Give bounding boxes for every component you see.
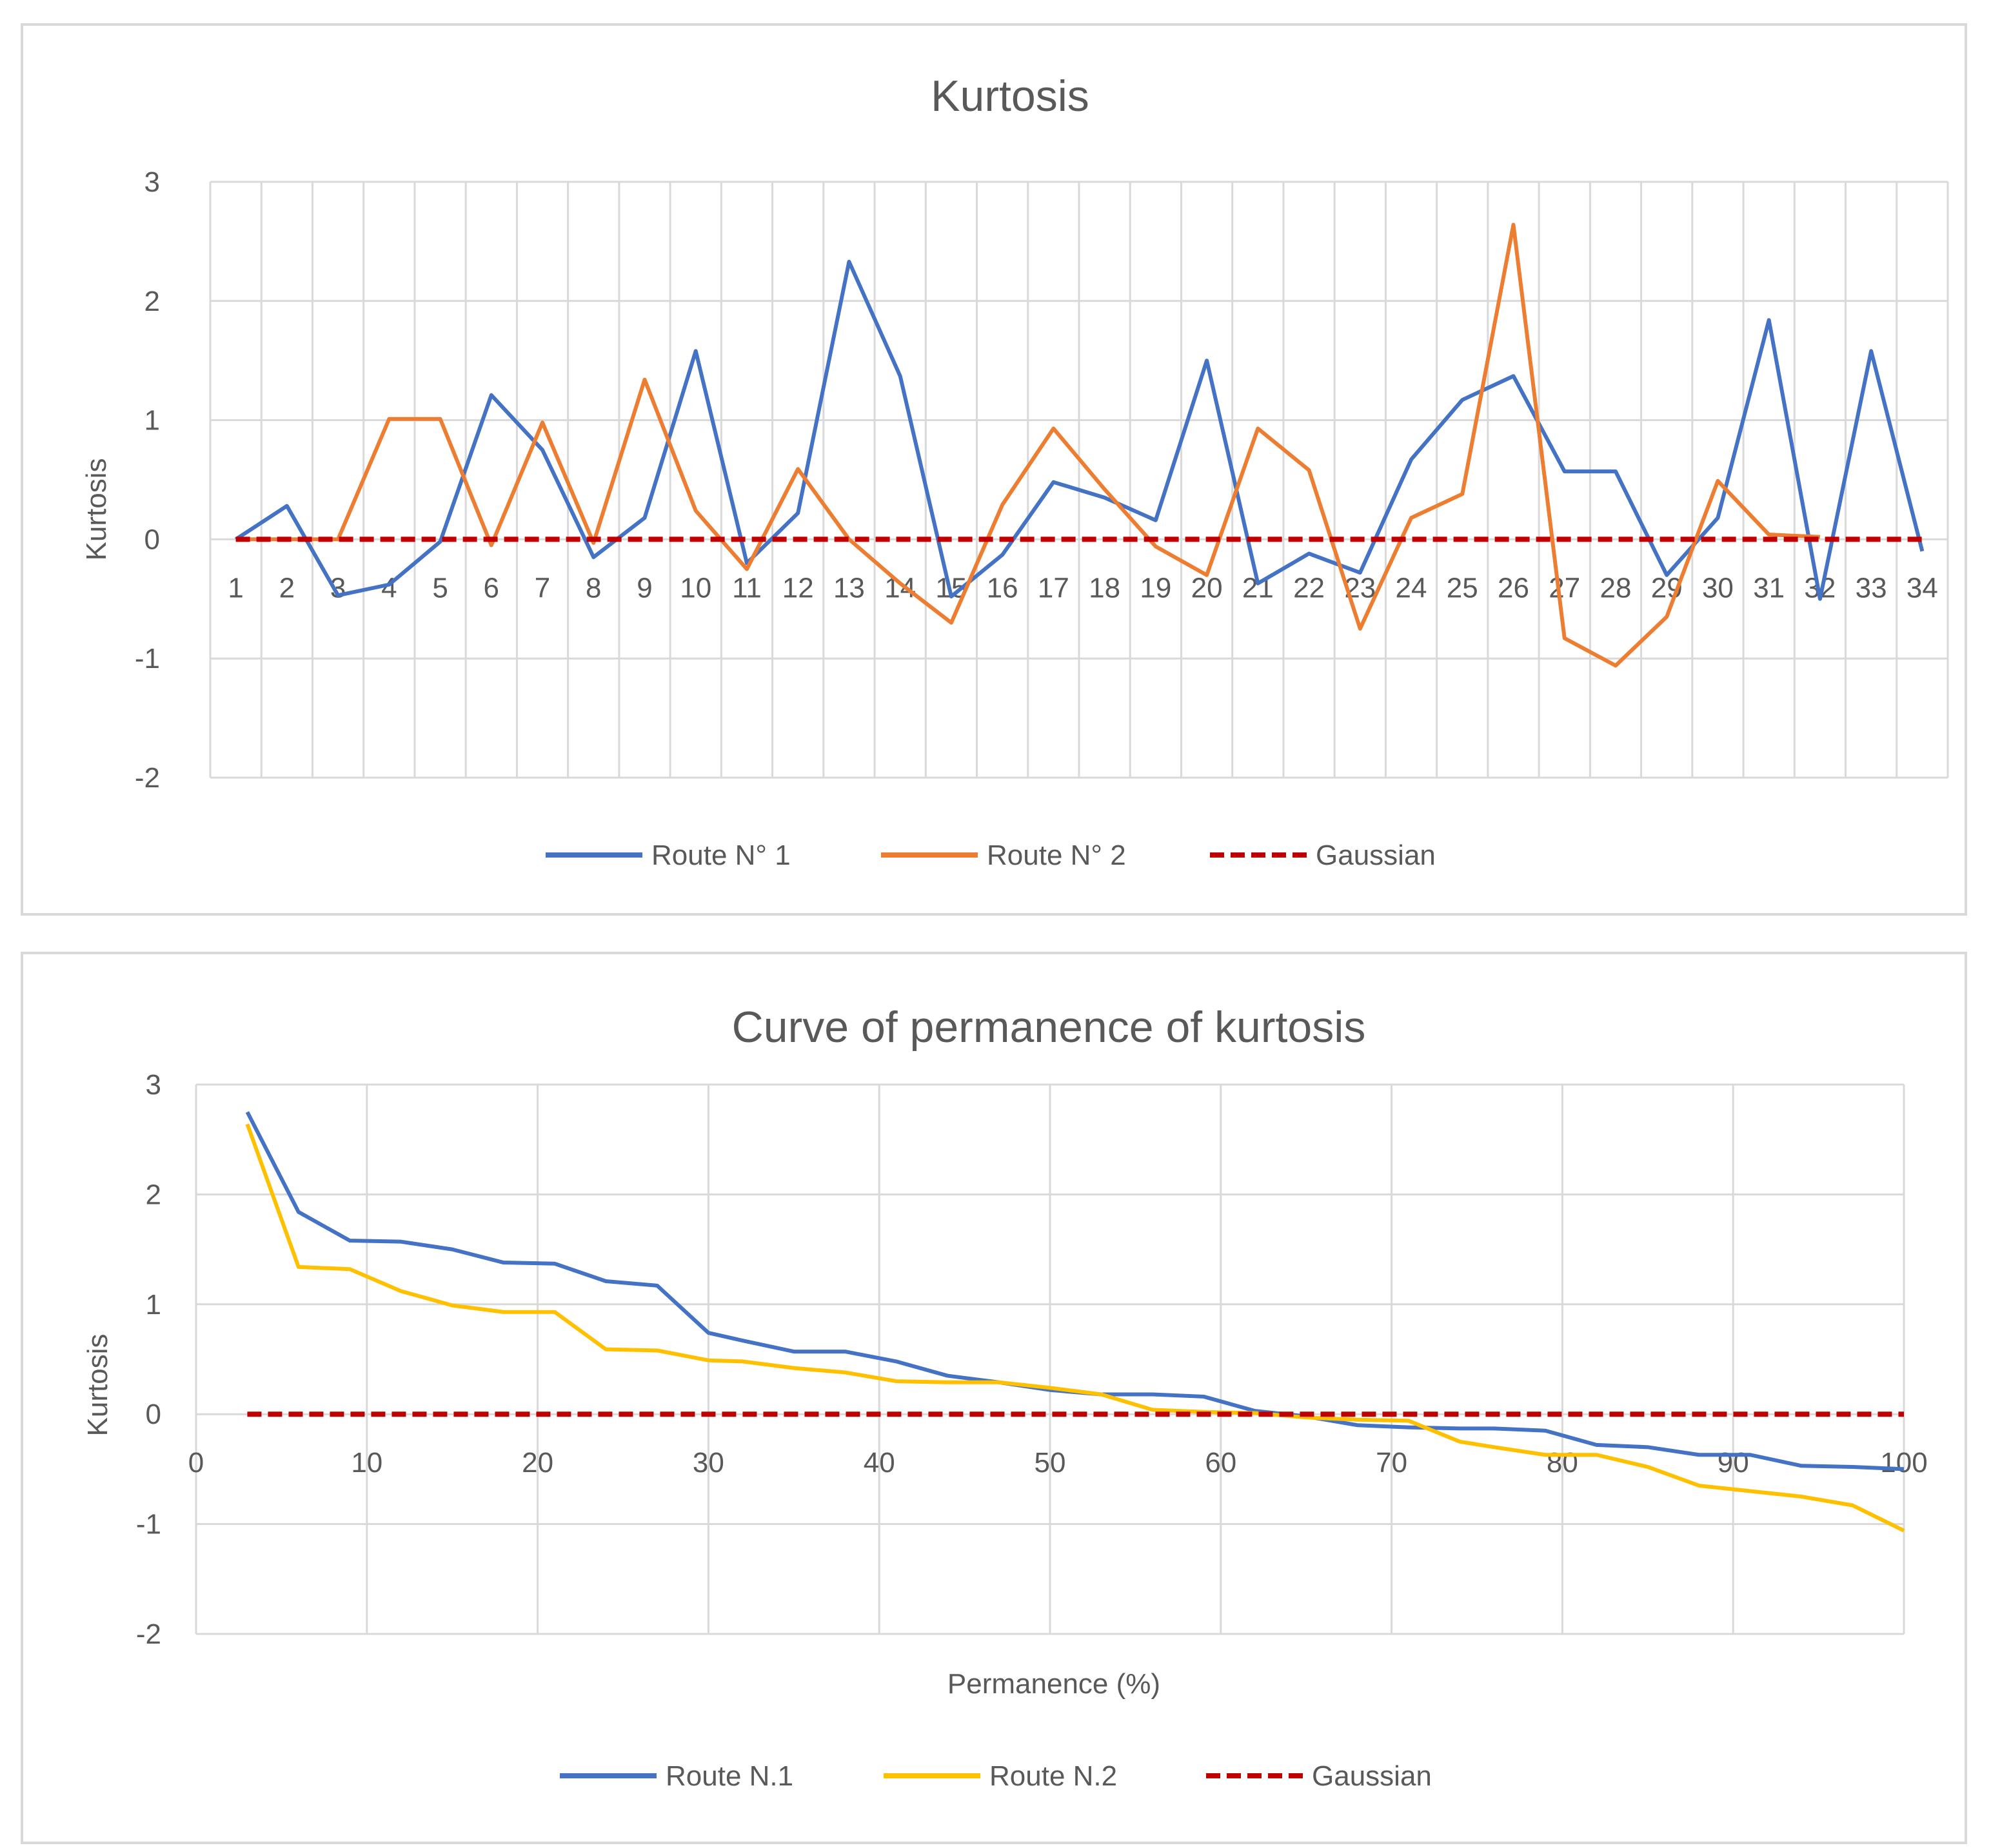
chart-title: Kurtosis [931,72,1089,121]
legend-label: Route N° 1 [651,840,791,871]
x-tick-label: 100 [1880,1447,1927,1479]
x-tick-label: 20 [1191,572,1223,604]
y-tick-label: 2 [144,286,160,317]
x-tick-label: 11 [732,572,762,604]
x-tick-label: 28 [1600,572,1631,604]
x-tick-label: 31 [1753,572,1785,604]
legend-label: Route N° 2 [987,840,1126,871]
y-tick-label: 0 [144,524,160,555]
series-line-1 [234,259,1925,601]
x-tick-label: 33 [1856,572,1887,604]
y-tick-label: -1 [135,643,160,674]
x-tick-label: 5 [432,572,448,604]
legend-label: Gaussian [1316,840,1436,871]
grid-lines [209,181,1949,779]
x-axis-title: Permanence (%) [947,1668,1160,1700]
x-tick-label: 60 [1205,1447,1236,1479]
x-tick-label: 9 [637,572,652,604]
kurtosis-chart-panel: Kurtosis Kurtosis -2 -1 0 1 2 3 1 2 3 4 5 6 7 8 9 10 11 1… [21,23,1967,916]
legend-label: Gaussian [1312,1760,1432,1792]
y-tick-label: 0 [146,1399,161,1430]
permanence-chart: Curve of permanence of kurtosis Kurtosis… [82,1003,1928,1792]
x-tick-label: 24 [1396,572,1427,604]
series-lines [234,222,1925,668]
y-tick-label: 1 [146,1289,161,1321]
x-tick-label: 2 [279,572,295,604]
x-tick-label: 13 [833,572,865,604]
x-tick-label: 8 [586,572,601,604]
grid-lines [195,1083,1905,1635]
legend-label: Route N.2 [989,1760,1117,1792]
x-tick-label: 14 [884,572,916,604]
y-tick-label: 1 [144,405,160,437]
x-tick-label: 20 [522,1447,553,1479]
permanence-chart-panel: Curve of permanence of kurtosis Kurtosis… [21,952,1967,1844]
x-tick-label: 26 [1498,572,1529,604]
x-tick-label: 70 [1376,1447,1407,1479]
legend: Route N.1 Route N.2 Gaussian [560,1760,1432,1792]
x-tick-label: 10 [351,1447,382,1479]
series-line-2 [245,1123,1905,1533]
x-tick-label: 90 [1718,1447,1749,1479]
y-tick-label: -2 [135,762,160,794]
x-tick-label: 16 [987,572,1018,604]
x-tick-label: 10 [680,572,711,604]
x-tick-label: 17 [1038,572,1069,604]
x-tick-label: 25 [1447,572,1478,604]
x-tick-label: 12 [782,572,814,604]
y-tick-label: -2 [136,1618,161,1650]
y-axis-title: Kurtosis [81,458,112,561]
x-tick-label: 30 [1702,572,1734,604]
legend: Route N° 1 Route N° 2 Gaussian [546,840,1436,871]
x-tick-label: 40 [864,1447,895,1479]
x-tick-label: 27 [1549,572,1580,604]
x-tick-label: 80 [1547,1447,1578,1479]
series-lines [245,1111,1905,1533]
x-tick-label: 30 [693,1447,724,1479]
legend-label: Route N.1 [666,1760,793,1792]
x-tick-label: 0 [188,1447,204,1479]
x-tick-label: 7 [535,572,550,604]
series-line-2 [235,222,1821,668]
y-tick-label: 2 [146,1179,161,1210]
x-tick-label: 50 [1035,1447,1066,1479]
y-axis-title: Kurtosis [82,1334,114,1437]
y-tick-label: -1 [136,1509,161,1540]
x-tick-label: 19 [1140,572,1171,604]
x-tick-label: 4 [381,572,397,604]
x-tick-label: 18 [1089,572,1120,604]
y-tick-label: 3 [144,166,160,198]
x-tick-label: 6 [484,572,499,604]
x-tick-label: 22 [1293,572,1325,604]
chart-title: Curve of permanence of kurtosis [732,1003,1366,1052]
y-tick-label: 3 [146,1069,161,1101]
x-tick-label: 34 [1907,572,1938,604]
x-tick-label: 1 [228,572,243,604]
